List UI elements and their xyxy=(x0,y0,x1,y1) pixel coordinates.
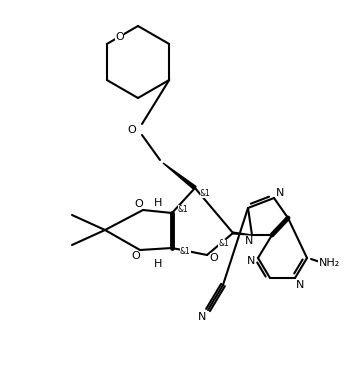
Text: O: O xyxy=(115,32,124,42)
Text: &1: &1 xyxy=(200,189,211,198)
Text: N: N xyxy=(247,256,255,266)
Text: N: N xyxy=(198,312,206,322)
Text: N: N xyxy=(296,280,304,290)
Text: &1: &1 xyxy=(178,204,189,213)
Text: O: O xyxy=(135,199,143,209)
Text: O: O xyxy=(210,253,218,263)
Text: NH₂: NH₂ xyxy=(318,258,340,268)
Text: N: N xyxy=(276,188,284,198)
Text: &1: &1 xyxy=(180,246,191,255)
Text: O: O xyxy=(132,251,140,261)
Text: H: H xyxy=(154,259,162,269)
Polygon shape xyxy=(163,163,196,189)
Text: H: H xyxy=(154,198,162,208)
Text: N: N xyxy=(245,236,253,246)
Polygon shape xyxy=(233,232,252,235)
Text: O: O xyxy=(128,125,136,135)
Text: &1: &1 xyxy=(218,238,229,248)
